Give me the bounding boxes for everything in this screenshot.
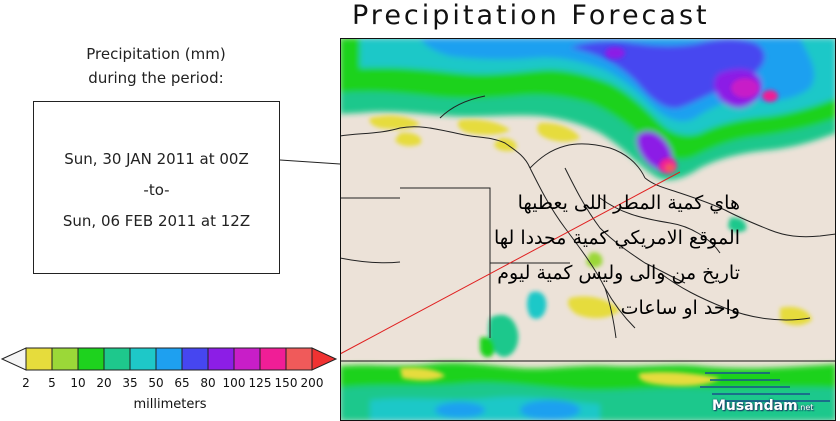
precip-band-north (340, 38, 836, 180)
legend-swatch (25, 347, 53, 371)
legend-arrow-high (311, 347, 338, 371)
legend-tick-label: 5 (48, 376, 56, 390)
period-label-line2: during the period: (88, 69, 224, 87)
logo-name: Musandam (712, 398, 798, 414)
precip-heavy-spots (605, 47, 778, 174)
annotation-line1: هاي كمية المطر اللى يعطيها (517, 192, 740, 214)
coastlines (340, 95, 836, 339)
period-end: Sun, 06 FEB 2011 at 12Z (62, 212, 251, 230)
legend-arrow-low (0, 347, 27, 371)
pointer-line (340, 171, 681, 355)
legend-tick-label: 100 (222, 376, 246, 390)
legend-tick-label: 2 (22, 376, 30, 390)
period-box: Sun, 30 JAN 2011 at 00Z -to- Sun, 06 FEB… (33, 101, 280, 274)
period-start: Sun, 30 JAN 2011 at 00Z (64, 150, 249, 168)
legend-swatch (51, 347, 79, 371)
period-label: Precipitation (mm) during the period: (40, 42, 272, 90)
legend-swatch (285, 347, 313, 371)
map-title: Precipitation Forecast (352, 0, 710, 31)
annotation-line3: تاريخ من والى وليس كمية ليوم (497, 262, 740, 284)
legend-tick-label: 80 (200, 376, 216, 390)
legend-swatch (181, 347, 209, 371)
legend-swatch (259, 347, 287, 371)
legend-swatch (129, 347, 157, 371)
legend-swatch (103, 347, 131, 371)
musandam-logo: Musandam.net (712, 398, 813, 414)
arabic-annotation: هاي كمية المطر اللى يعطيها الموقع الامري… (440, 186, 740, 326)
period-label-line1: Precipitation (mm) (86, 45, 226, 63)
precip-legend: 2 5 10 20 35 50 65 80 100 125 150 200 (0, 346, 340, 421)
logo-suffix: .net (797, 403, 814, 412)
annotation-line2: الموقع الامريكي كمية محددا لها (493, 227, 740, 249)
precip-band-north-yellow (369, 115, 580, 152)
legend-swatch (207, 347, 235, 371)
legend-tick-label: 35 (122, 376, 138, 390)
precip-south-yellow (400, 367, 720, 386)
legend-swatch (233, 347, 261, 371)
precip-central (480, 217, 812, 358)
legend-swatch (77, 347, 105, 371)
watermark-graphic (700, 372, 830, 402)
legend-tick-label: 200 (300, 376, 324, 390)
legend-tick-label: 65 (174, 376, 190, 390)
legend-tick-label: 150 (274, 376, 298, 390)
period-separator: -to- (143, 181, 170, 199)
legend-tick-label: 10 (70, 376, 86, 390)
annotation-line4: واحد او ساعات (620, 297, 740, 319)
legend-tick-label: 125 (248, 376, 272, 390)
precipitation-map (340, 38, 836, 421)
legend-swatch (155, 347, 183, 371)
legend-colorbar (0, 347, 338, 371)
legend-units: millimeters (133, 397, 207, 412)
legend-tick-label: 20 (96, 376, 112, 390)
legend-tick-label: 50 (148, 376, 164, 390)
